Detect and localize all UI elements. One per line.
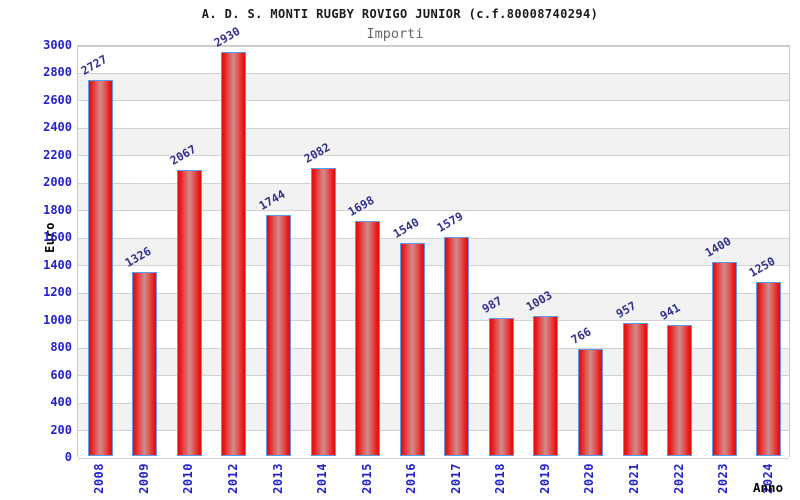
y-tick-label: 1200 (43, 285, 72, 300)
plot-band (78, 128, 789, 156)
chart-title: A. D. S. MONTI RUGBY ROVIGO JUNIOR (c.f.… (201, 7, 599, 21)
gridline (78, 320, 789, 322)
y-tick-label: 2200 (43, 147, 72, 162)
gridline (78, 457, 789, 459)
gridline (78, 155, 789, 157)
x-tick-label: 2020 (582, 463, 597, 494)
y-tick-label: 200 (50, 422, 72, 437)
y-tick-label: 800 (50, 340, 72, 355)
bar (577, 348, 603, 456)
x-tick-label: 2021 (627, 463, 642, 494)
gridline (78, 210, 789, 212)
x-tick-label: 2017 (448, 463, 463, 494)
x-tick-label: 2010 (181, 463, 196, 494)
x-tick-label: 2013 (270, 463, 285, 494)
y-tick-label: 2400 (43, 120, 72, 135)
y-tick-label: 3000 (43, 38, 72, 52)
bar (711, 261, 737, 456)
gridline (78, 45, 789, 47)
y-tick-label: 1000 (43, 312, 72, 327)
y-tick-label: 0 (64, 450, 72, 464)
x-tick-label: 2022 (671, 463, 686, 494)
gridline (78, 100, 789, 102)
plot-band (78, 46, 789, 74)
bar (310, 168, 336, 456)
bar (444, 237, 470, 456)
y-tick-label: 1600 (43, 230, 72, 245)
gridline (78, 72, 789, 74)
y-tick-label: 400 (50, 395, 72, 410)
y-tick-label: 2800 (43, 65, 72, 80)
gridline (78, 347, 789, 349)
bar (399, 242, 425, 456)
bar (221, 51, 247, 456)
bar (622, 322, 648, 456)
x-tick-label: 2019 (537, 463, 552, 494)
bar (488, 318, 514, 456)
bar (176, 170, 202, 456)
y-tick-label: 600 (50, 367, 72, 382)
gridline (78, 402, 789, 404)
plot-band (78, 73, 789, 101)
gridline (78, 265, 789, 267)
bar (533, 316, 559, 456)
chart-subtitle: Importi (366, 26, 424, 42)
gridline (78, 182, 789, 184)
x-tick-label: 2016 (404, 463, 419, 494)
x-tick-label: 2014 (315, 463, 330, 494)
gridline (78, 375, 789, 377)
x-tick-label: 2015 (359, 463, 374, 494)
bar (87, 79, 113, 456)
bar (266, 214, 292, 456)
bar (756, 282, 782, 456)
x-tick-label: 2009 (136, 463, 151, 494)
y-tick-label: 2600 (43, 92, 72, 107)
bar (132, 271, 158, 456)
gridline (78, 430, 789, 432)
gridline (78, 237, 789, 239)
y-tick-label: 1400 (43, 257, 72, 272)
y-tick-label: 1800 (43, 202, 72, 217)
plot-area: 2727 1326 2067 2930 1744 2082 1698 1540 1579 987 1… (77, 24, 790, 459)
gridline (78, 127, 789, 129)
bar (667, 324, 693, 456)
plot-band (78, 100, 789, 129)
y-tick-label: 2000 (43, 175, 72, 190)
x-tick-label: 2023 (716, 463, 731, 494)
gridline (78, 292, 789, 294)
x-tick-label: 2018 (493, 463, 508, 494)
x-axis-title: Anno (753, 480, 784, 495)
x-tick-label: 2012 (225, 463, 240, 494)
x-tick-label: 2008 (92, 463, 107, 494)
bar (355, 220, 381, 456)
